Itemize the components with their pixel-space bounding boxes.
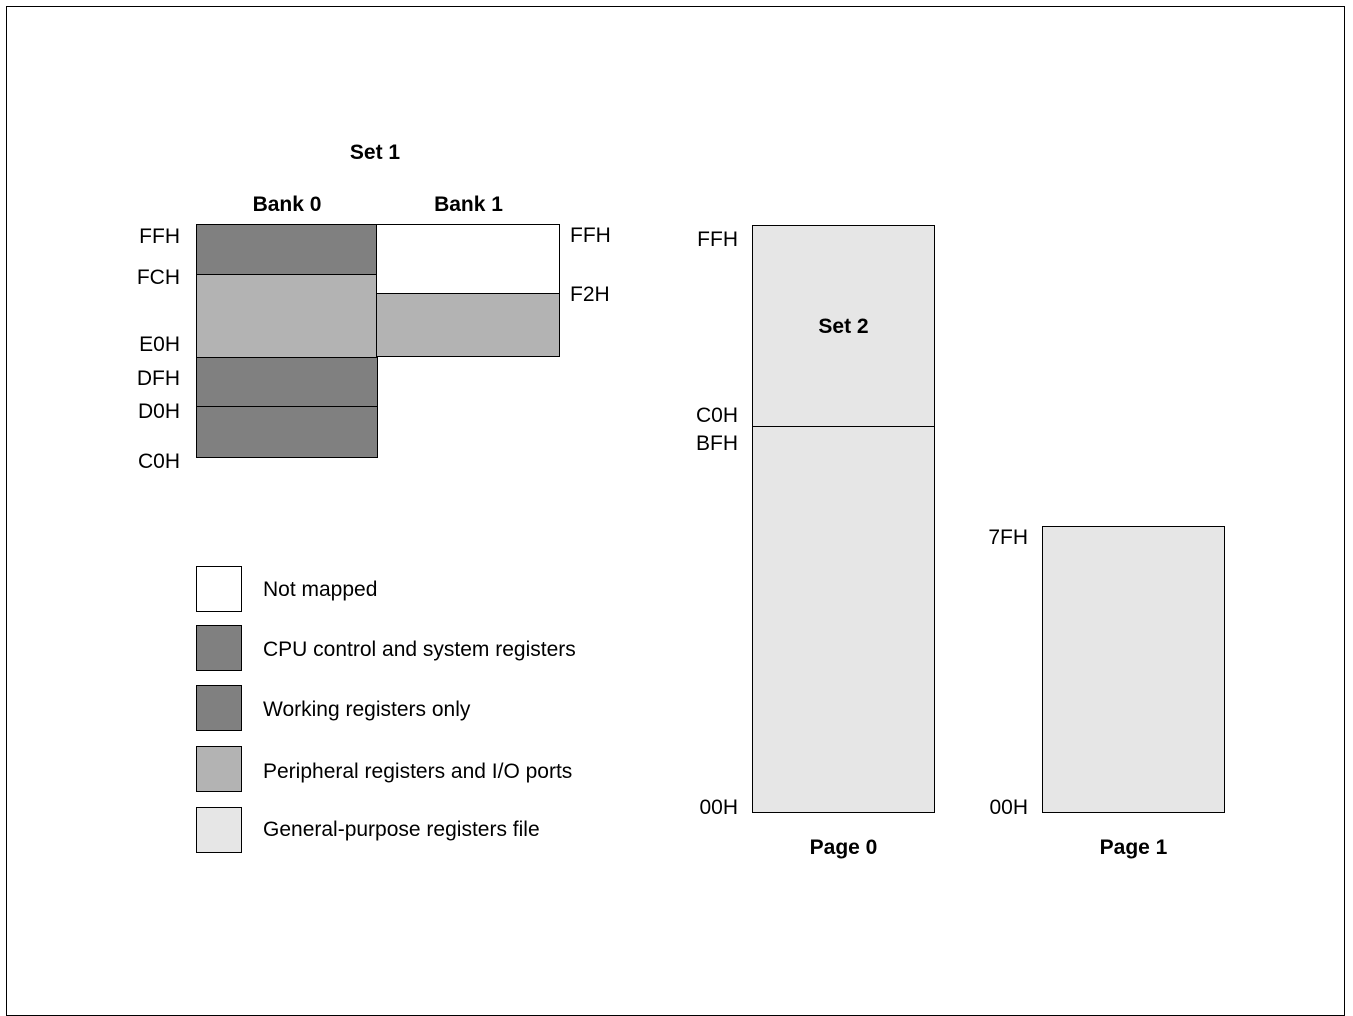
bank0-addr-d0h: D0H: [137, 400, 180, 423]
bank0-addr-ffh: FFH: [139, 225, 180, 248]
bank0-addr-c0h: C0H: [137, 450, 180, 473]
page0-addr-c0h: C0H: [695, 404, 738, 427]
bank1-not-mapped-block: [376, 224, 560, 295]
page1-addr-00h: 00H: [989, 796, 1028, 819]
bank1-addr-f2h: F2H: [570, 283, 610, 306]
set2-label: Set 2: [818, 315, 869, 338]
bank0-working-registers-block: [196, 406, 378, 458]
bank1-label: Bank 1: [434, 193, 503, 216]
page0-label: Page 0: [809, 836, 878, 859]
bank1-peripheral-block: [376, 293, 560, 357]
legend-label-general-purpose: General-purpose registers file: [263, 818, 540, 841]
legend-swatch-general-purpose: [196, 807, 242, 853]
set1-title: Set 1: [349, 141, 401, 164]
bank0-addr-fch: FCH: [136, 266, 180, 289]
legend-swatch-working-registers: [196, 685, 242, 731]
diagram-frame: [6, 6, 1345, 1016]
page0-addr-bfh: BFH: [696, 432, 738, 455]
page0-addr-ffh: FFH: [697, 228, 738, 251]
bank0-cpu-control-block-2: [196, 357, 378, 408]
page1-addr-7fh: 7FH: [988, 526, 1028, 549]
legend-label-working-registers: Working registers only: [263, 698, 471, 721]
legend-swatch-not-mapped: [196, 566, 242, 612]
bank0-peripheral-block: [196, 274, 378, 359]
legend-label-peripheral: Peripheral registers and I/O ports: [263, 760, 573, 783]
bank0-label: Bank 0: [252, 193, 322, 216]
page0-addr-00h: 00H: [699, 796, 738, 819]
legend-swatch-peripheral: [196, 746, 242, 792]
legend-label-not-mapped: Not mapped: [263, 578, 378, 601]
legend-swatch-cpu-control: [196, 625, 242, 671]
page1-label: Page 1: [1099, 836, 1168, 859]
bank0-cpu-control-block: [196, 224, 378, 276]
bank0-addr-e0h: E0H: [139, 333, 180, 356]
bank1-addr-ffh: FFH: [570, 224, 611, 247]
page1-block: [1042, 526, 1225, 813]
page0-set2-block: [752, 225, 935, 428]
bank0-addr-dfh: DFH: [136, 367, 180, 390]
legend-label-cpu-control: CPU control and system registers: [263, 638, 576, 661]
page0-lower-block: [752, 426, 935, 813]
